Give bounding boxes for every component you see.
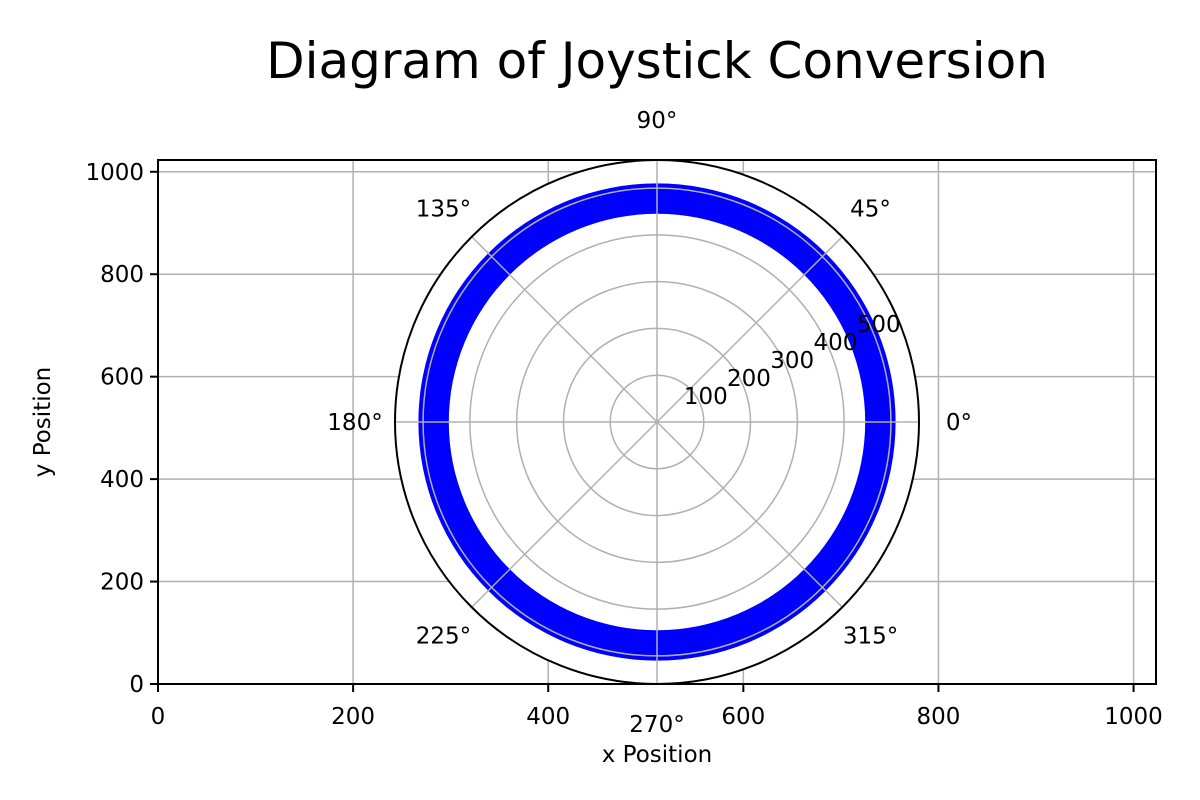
y-tick-label: 800	[100, 262, 144, 288]
polar-spoke	[471, 421, 658, 608]
polar-frame	[394, 159, 920, 685]
y-tick-label: 600	[100, 365, 144, 391]
polar-angle-label: 135°	[416, 196, 471, 222]
x-tick-label: 200	[331, 704, 375, 730]
polar-radial-gridline	[562, 327, 752, 517]
polar-radial-tick-label: 200	[727, 366, 771, 392]
polar-spoke	[471, 236, 658, 423]
x-axis-label: x Position	[602, 742, 712, 768]
polar-angle-label: 225°	[416, 624, 471, 650]
polar-spoke	[656, 421, 843, 608]
polar-radial-tick-label: 400	[813, 330, 857, 356]
polar-radial-tick-label: 500	[857, 312, 901, 338]
polar-radial-tick-label: 100	[684, 384, 728, 410]
polar-angle-label: 0°	[946, 410, 972, 436]
x-tick-label: 0	[151, 704, 166, 730]
polar-radial-tick-label: 300	[770, 348, 814, 374]
polar-radial-gridline	[469, 234, 845, 610]
x-tick-label: 600	[721, 704, 765, 730]
x-tick-label: 800	[916, 704, 960, 730]
x-tick-label: 400	[526, 704, 570, 730]
polar-radial-gridline	[515, 280, 799, 564]
polar-radial-gridline	[609, 374, 705, 470]
polar-angle-label: 315°	[843, 624, 898, 650]
polar-angle-label: 45°	[850, 196, 891, 222]
y-tick-label: 200	[100, 570, 144, 596]
cartesian-ticks: 0 200 400 600 800 1000 0 200 400 600 800 1000	[85, 160, 1162, 730]
y-axis-label: y Position	[30, 367, 56, 477]
polar-angle-label: 180°	[327, 410, 382, 436]
y-tick-label: 0	[129, 672, 144, 698]
x-tick-label: 1000	[1104, 704, 1163, 730]
y-tick-label: 1000	[85, 160, 144, 186]
polar-angle-label: 270°	[629, 712, 684, 738]
polar-spoke	[656, 236, 843, 423]
polar-radial-gridline	[422, 187, 892, 657]
y-tick-label: 400	[100, 467, 144, 493]
polar-angle-label: 90°	[637, 108, 678, 134]
chart-title: Diagram of Joystick Conversion	[266, 32, 1048, 90]
polar-axes: 1002003004005000°45°90°135°180°225°270°3…	[327, 108, 972, 738]
